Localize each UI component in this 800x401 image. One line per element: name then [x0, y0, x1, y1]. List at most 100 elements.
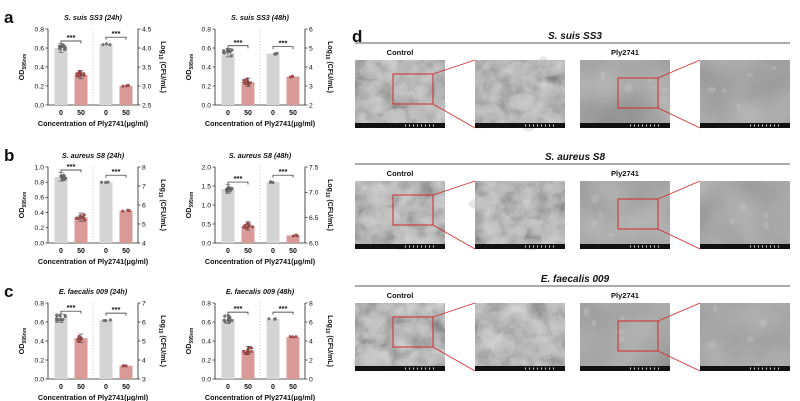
sem-image — [353, 303, 445, 372]
zoom-connector — [657, 59, 701, 79]
data-point — [291, 335, 295, 339]
x-tick-label: 0 — [226, 384, 230, 391]
x-tick-label: 50 — [289, 110, 297, 117]
significance-bracket — [227, 181, 249, 185]
biofilm-cluster — [771, 66, 777, 70]
y-tick-label-left: 0.8 — [202, 300, 212, 307]
bar — [54, 318, 68, 379]
sem-label-ply2741: Ply2741 — [611, 169, 639, 178]
significance-bracket — [60, 40, 82, 44]
biofilm-cluster — [487, 349, 508, 363]
biofilm-cluster — [624, 84, 633, 93]
chart-title: S. aureus S8 (24h) — [62, 151, 125, 160]
biofilm-cluster — [494, 184, 516, 193]
scale-bar-tick — [541, 124, 542, 127]
scale-bar-tick — [413, 124, 414, 127]
scale-bar-tick — [658, 245, 659, 248]
y-tick-label-left: 0.0 — [35, 376, 45, 383]
scale-bar-tick — [541, 367, 542, 370]
bar — [266, 182, 280, 243]
y-tick-label-left: 0.4 — [35, 338, 45, 345]
y-tick-label-right: 5 — [142, 338, 146, 345]
scale-bar-tick — [429, 245, 430, 248]
zoom-connector — [432, 180, 476, 196]
data-point — [294, 233, 298, 237]
scale-bar-tick — [634, 124, 635, 127]
scale-bar-tick — [533, 124, 534, 127]
bar — [54, 176, 68, 243]
biofilm-cluster — [544, 214, 566, 235]
biofilm-cluster — [416, 318, 430, 335]
data-point — [273, 317, 277, 321]
sem-zoom-image — [475, 56, 565, 132]
y-tick-label-right: 7 — [142, 183, 146, 190]
bar — [241, 350, 255, 379]
sem-image — [580, 181, 670, 249]
x-tick-label: 0 — [59, 110, 63, 117]
data-point — [58, 314, 62, 318]
chart-b-24h: S. aureus S8 (24h) 0.0 0.2 0.4 0.6 0.8 1.0 4 5 6 7… — [17, 151, 166, 266]
sem-label-control: Control — [387, 48, 414, 57]
sem-row-title: S. aureus S8 — [545, 152, 605, 163]
significance-bracket — [60, 310, 82, 314]
scale-bar-tick — [778, 367, 779, 370]
biofilm-cluster — [713, 304, 718, 314]
data-point — [62, 44, 66, 48]
biofilm-cluster — [513, 225, 528, 237]
scale-bar-tick — [754, 367, 755, 370]
scale-bar-tick — [634, 245, 635, 248]
data-point — [108, 43, 112, 47]
significance-label: *** — [112, 29, 121, 38]
y-tick-label-right: 8 — [142, 164, 146, 171]
scale-bar-tick — [642, 245, 643, 248]
y-label-right: Log10 (CFU/mL) — [157, 41, 166, 93]
data-point — [228, 189, 232, 193]
y-tick-label-left: 0.4 — [35, 210, 45, 217]
biofilm-cluster — [484, 311, 509, 329]
scale-bar-tick — [642, 367, 643, 370]
significance-bracket — [227, 45, 249, 49]
bar — [266, 319, 280, 379]
data-point — [75, 216, 79, 220]
data-point — [288, 335, 292, 339]
scale-bar-tick — [638, 245, 639, 248]
scale-bar-tick — [630, 245, 631, 248]
data-point — [57, 318, 61, 322]
biofilm-cluster — [707, 341, 716, 349]
y-tick-label-left: 0.5 — [202, 221, 212, 228]
biofilm-cluster — [526, 322, 548, 335]
scale-bar-tick — [778, 124, 779, 127]
x-tick-label: 50 — [77, 384, 85, 391]
scale-bar-tick — [750, 245, 751, 248]
biofilm-cluster — [530, 103, 541, 114]
biofilm-cluster — [362, 332, 380, 340]
biofilm-cluster — [615, 330, 625, 335]
data-point — [291, 74, 295, 78]
significance-bracket — [227, 311, 249, 315]
biofilm-cluster — [522, 337, 536, 344]
scale-bar-tick — [537, 124, 538, 127]
y-tick-label-right: 5 — [142, 221, 146, 228]
data-point — [104, 42, 109, 46]
scale-bar-tick — [405, 245, 406, 248]
panel-letter: a — [4, 8, 14, 27]
panel-letter: c — [4, 282, 13, 301]
scale-bar-tick — [766, 245, 767, 248]
biofilm-cluster — [357, 343, 375, 357]
x-tick-label: 50 — [122, 110, 130, 117]
biofilm-cluster — [425, 225, 439, 234]
y-tick-label-left: 0.0 — [202, 102, 212, 109]
sem-texture — [580, 303, 670, 371]
data-point — [83, 218, 87, 222]
bar — [99, 182, 113, 243]
biofilm-cluster — [530, 319, 541, 329]
y-tick-label-left: 0.8 — [35, 300, 45, 307]
sem-texture — [475, 60, 565, 128]
y-tick-label-left: 0.6 — [35, 195, 45, 202]
data-point — [223, 320, 227, 324]
data-point — [242, 225, 246, 229]
x-axis-label: Concentration of Ply2741(μg/ml) — [205, 119, 316, 128]
biofilm-cluster — [539, 112, 561, 124]
biofilm-cluster — [515, 222, 526, 242]
y-tick-label-left: 0.6 — [202, 45, 212, 52]
